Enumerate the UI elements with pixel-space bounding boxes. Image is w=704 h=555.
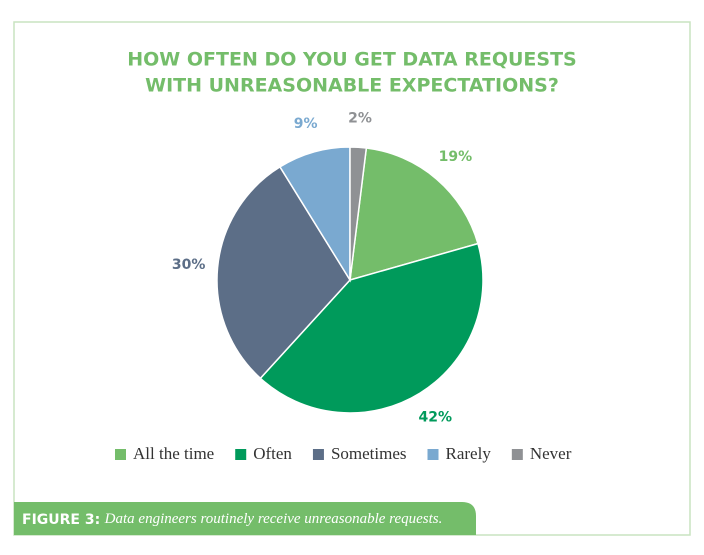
legend-swatch (235, 449, 247, 460)
caption: FIGURE 3: Data engineers routinely recei… (22, 511, 442, 528)
legend-swatch (115, 449, 126, 460)
pie-slice (216, 165, 351, 380)
caption-label: FIGURE 3: (22, 512, 100, 528)
legend-swatch (511, 449, 523, 460)
value-label: 2% (348, 110, 372, 126)
legend-label: Sometimes (331, 444, 407, 463)
chart-title: HOW OFTEN DO YOU GET DATA REQUESTS (127, 49, 576, 71)
legend-label: Never (530, 444, 572, 463)
pie-slice (349, 147, 479, 282)
pie-slice (349, 146, 368, 281)
value-label: 42% (419, 410, 453, 426)
legend-label: Rarely (446, 444, 492, 463)
caption-bar (14, 502, 476, 535)
value-label: 9% (294, 116, 318, 132)
legend-label: Often (253, 444, 292, 463)
pie-slice (259, 242, 484, 414)
value-label: 19% (439, 149, 473, 165)
value-label: 30% (172, 257, 206, 273)
legend-swatch (312, 449, 324, 460)
legend-label: All the time (133, 444, 214, 463)
caption-text: Data engineers routinely receive unreaso… (104, 511, 443, 527)
chart-title: WITH UNREASONABLE EXPECTATIONS? (145, 75, 559, 97)
legend-swatch (427, 449, 439, 460)
